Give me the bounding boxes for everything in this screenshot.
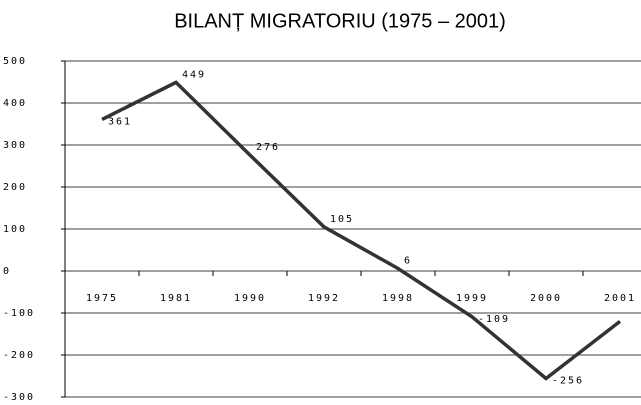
x-tick-label: 1998: [382, 293, 414, 304]
data-label: 6: [404, 255, 412, 266]
y-tick-label: -300: [3, 392, 35, 403]
x-tick-label: 1981: [160, 293, 192, 304]
data-label: 105: [330, 214, 354, 225]
x-tick-label: 1990: [234, 293, 266, 304]
line-series: [101, 80, 622, 381]
y-tick-label: 100: [3, 224, 27, 235]
x-tick-label: 1975: [86, 293, 118, 304]
y-tick-label: 200: [3, 182, 27, 193]
data-label: 449: [182, 69, 206, 80]
data-label: -109: [478, 314, 510, 325]
y-tick-label: 400: [3, 98, 27, 109]
data-label: 276: [256, 142, 280, 153]
y-tick-label: -100: [3, 308, 35, 319]
x-tick-label: 1999: [456, 293, 488, 304]
x-tick-label: 2001: [604, 293, 636, 304]
y-tick-label: -200: [3, 350, 35, 361]
x-tick-label: 2000: [530, 293, 562, 304]
data-label: -256: [552, 376, 584, 387]
x-tick-label: 1992: [308, 293, 340, 304]
chart-title: BILANȚ MIGRATORIU (1975 – 2001): [174, 10, 506, 32]
y-tick-label: 300: [3, 140, 27, 151]
y-tick-label: 0: [3, 266, 11, 277]
y-tick-label: 500: [3, 56, 27, 67]
data-label: 361: [108, 116, 132, 127]
